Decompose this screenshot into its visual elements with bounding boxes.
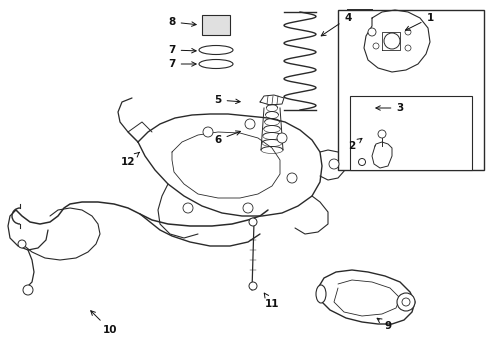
- Bar: [360, 10, 365, 92]
- Circle shape: [243, 203, 253, 213]
- Circle shape: [397, 293, 415, 311]
- Circle shape: [249, 218, 257, 226]
- Circle shape: [384, 33, 400, 49]
- Text: 5: 5: [215, 95, 240, 105]
- Circle shape: [378, 130, 386, 138]
- Circle shape: [373, 43, 379, 49]
- Text: 4: 4: [321, 13, 352, 36]
- Circle shape: [359, 158, 366, 166]
- Circle shape: [18, 240, 26, 248]
- Text: 2: 2: [348, 138, 362, 151]
- Ellipse shape: [199, 45, 233, 54]
- Text: 7: 7: [168, 45, 196, 55]
- Circle shape: [245, 119, 255, 129]
- Ellipse shape: [316, 285, 326, 303]
- Circle shape: [405, 29, 411, 35]
- Circle shape: [183, 203, 193, 213]
- Text: 11: 11: [264, 293, 279, 309]
- Circle shape: [368, 28, 376, 36]
- Text: 6: 6: [215, 131, 241, 145]
- Text: 10: 10: [91, 311, 117, 335]
- Text: 12: 12: [121, 152, 139, 167]
- Text: 8: 8: [169, 17, 196, 27]
- Circle shape: [287, 173, 297, 183]
- Text: 1: 1: [405, 13, 434, 30]
- Text: 3: 3: [376, 103, 404, 113]
- Bar: [357, 92, 367, 168]
- Text: 7: 7: [168, 59, 196, 69]
- Circle shape: [277, 133, 287, 143]
- Circle shape: [203, 127, 213, 137]
- Bar: [350, 96, 472, 170]
- Text: 9: 9: [377, 318, 392, 331]
- Bar: [338, 10, 484, 170]
- Circle shape: [405, 45, 411, 51]
- Circle shape: [329, 159, 339, 169]
- Circle shape: [402, 298, 410, 306]
- Bar: [202, 15, 230, 35]
- Circle shape: [249, 282, 257, 290]
- Ellipse shape: [199, 59, 233, 68]
- Circle shape: [23, 285, 33, 295]
